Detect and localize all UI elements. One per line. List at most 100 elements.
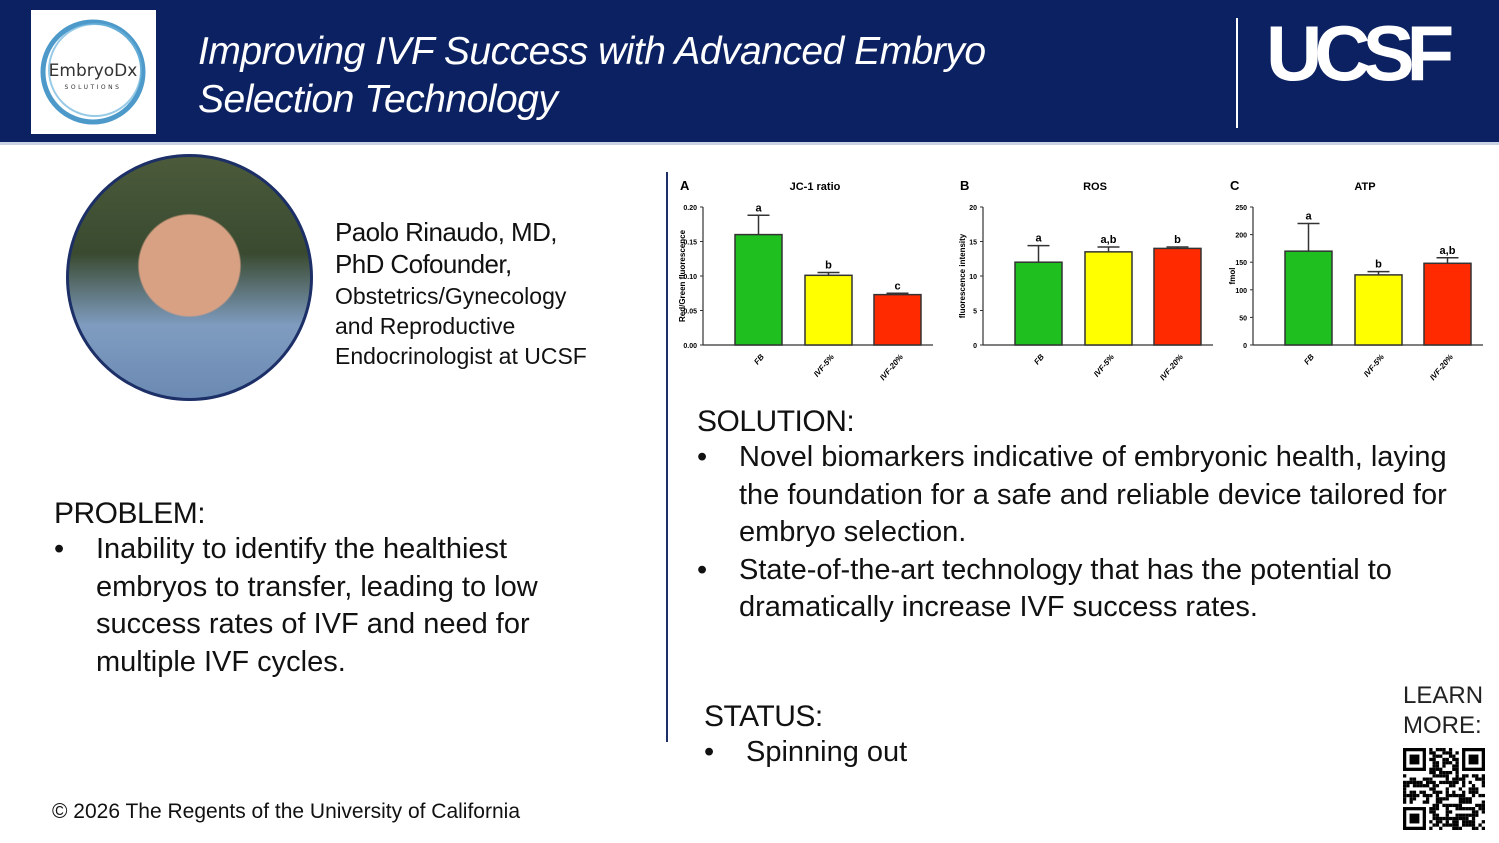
qr-module	[1468, 787, 1472, 791]
qr-module	[1445, 787, 1449, 791]
qr-module	[1439, 826, 1443, 830]
qr-module	[1458, 793, 1463, 798]
qr-module	[1455, 761, 1459, 765]
qr-module	[1455, 780, 1459, 785]
qr-module	[1458, 800, 1463, 804]
qr-module	[1455, 767, 1459, 771]
y-axis-label: fmol	[1228, 268, 1237, 285]
qr-module	[1468, 813, 1472, 817]
qr-module	[1448, 816, 1453, 821]
panel-label: B	[960, 178, 969, 193]
qr-module	[1432, 823, 1436, 827]
chart-title: ROS	[1083, 181, 1107, 193]
qr-module	[1442, 761, 1446, 765]
qr-module	[1432, 751, 1436, 755]
qr-module	[1452, 823, 1456, 827]
qr-module	[1465, 800, 1469, 804]
bar-ivf20	[1423, 262, 1472, 346]
solution-section: SOLUTION: Novel biomarkers indicative of…	[697, 405, 1477, 627]
qr-module	[1452, 784, 1456, 788]
qr-module	[1455, 803, 1459, 808]
qr-module	[1445, 820, 1449, 824]
qr-module	[1403, 780, 1407, 785]
qr-module	[1442, 774, 1446, 778]
qr-module	[1416, 784, 1420, 788]
learn-more-line: MORE:	[1403, 712, 1482, 739]
qr-module	[1455, 807, 1459, 811]
qr-module	[1445, 797, 1449, 801]
qr-module	[1442, 803, 1446, 808]
qr-module	[1468, 797, 1472, 801]
bar-ivf20	[873, 293, 922, 346]
qr-module	[1435, 800, 1440, 804]
qr-code[interactable]	[1403, 748, 1485, 830]
profile-title: PhD Cofounder,	[335, 249, 512, 279]
x-tick-label: IVF-5%	[1362, 353, 1386, 379]
qr-module	[1445, 751, 1449, 755]
qr-module	[1471, 813, 1476, 817]
qr-module	[1462, 820, 1466, 824]
significance-letter: b	[1375, 259, 1382, 271]
qr-module	[1468, 780, 1472, 785]
qr-module	[1442, 823, 1446, 827]
qr-module	[1432, 757, 1436, 762]
chart-title: ATP	[1354, 181, 1375, 193]
qr-module	[1481, 774, 1485, 778]
qr-module	[1471, 807, 1476, 811]
qr-module	[1429, 770, 1433, 775]
problem-section: PROBLEM: Inability to identify the healt…	[54, 497, 614, 681]
qr-module	[1471, 816, 1476, 821]
x-tick-label: IVF-20%	[1158, 353, 1185, 383]
qr-module	[1475, 790, 1479, 794]
qr-module	[1432, 761, 1436, 765]
qr-module	[1481, 800, 1485, 804]
profile-block: Paolo Rinaudo, MD, PhD Cofounder, Obstet…	[335, 215, 587, 371]
qr-module	[1462, 816, 1466, 821]
y-tick-label: 10	[969, 274, 977, 281]
qr-module	[1452, 790, 1456, 794]
qr-module	[1435, 816, 1440, 821]
y-tick-label: 0.15	[683, 240, 697, 247]
qr-module	[1416, 793, 1420, 798]
y-tick-label: 250	[1235, 205, 1247, 212]
qr-module	[1462, 777, 1466, 781]
qr-module	[1442, 780, 1446, 785]
qr-module	[1462, 790, 1466, 794]
qr-module	[1448, 793, 1453, 798]
qr-module	[1445, 774, 1449, 778]
significance-letter: a	[755, 202, 762, 214]
qr-module	[1452, 754, 1456, 758]
qr-module	[1419, 780, 1423, 785]
status-section: STATUS: Spinning out	[704, 700, 1104, 772]
chart-title: JC-1 ratio	[790, 181, 841, 193]
qr-module	[1432, 754, 1436, 758]
qr-module	[1458, 777, 1463, 781]
qr-module	[1445, 816, 1449, 821]
title-line: Selection Technology	[198, 78, 558, 121]
significance-letter: b	[1174, 234, 1181, 246]
qr-module	[1462, 780, 1466, 785]
learn-more-label: LEARN MORE:	[1403, 681, 1483, 741]
qr-module	[1481, 803, 1485, 808]
qr-module	[1432, 780, 1436, 785]
qr-module	[1452, 826, 1456, 830]
qr-module	[1445, 823, 1449, 827]
qr-module	[1435, 784, 1440, 788]
qr-module	[1448, 784, 1453, 788]
portrait-photo	[66, 154, 313, 401]
qr-module	[1432, 787, 1436, 791]
solution-heading: SOLUTION:	[697, 405, 855, 438]
qr-module	[1462, 807, 1466, 811]
qr-module	[1478, 777, 1482, 781]
qr-module	[1475, 813, 1479, 817]
qr-module	[1435, 761, 1440, 765]
qr-module	[1452, 820, 1456, 824]
qr-module	[1445, 813, 1449, 817]
qr-module	[1435, 793, 1440, 798]
svg-text:UCSF: UCSF	[1266, 14, 1452, 97]
qr-module	[1448, 823, 1453, 827]
qr-module	[1406, 784, 1410, 788]
qr-finder-center	[1468, 754, 1479, 765]
qr-module	[1452, 767, 1456, 771]
qr-module	[1445, 761, 1449, 765]
